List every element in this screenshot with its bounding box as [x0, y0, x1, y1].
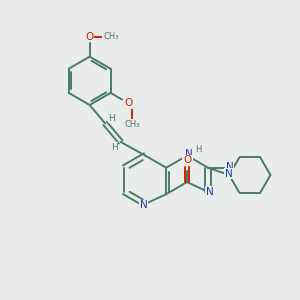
Text: N: N: [206, 187, 213, 197]
Text: N: N: [226, 162, 234, 172]
Text: N: N: [225, 169, 232, 178]
Text: CH₃: CH₃: [124, 120, 140, 129]
Text: H: H: [111, 143, 118, 152]
Text: O: O: [183, 155, 191, 165]
Text: O: O: [124, 98, 133, 108]
Text: H: H: [108, 114, 115, 123]
Text: N: N: [185, 149, 193, 159]
Text: N: N: [140, 200, 148, 210]
Text: O: O: [85, 32, 93, 42]
Text: CH₃: CH₃: [103, 32, 118, 41]
Text: H: H: [195, 145, 202, 154]
